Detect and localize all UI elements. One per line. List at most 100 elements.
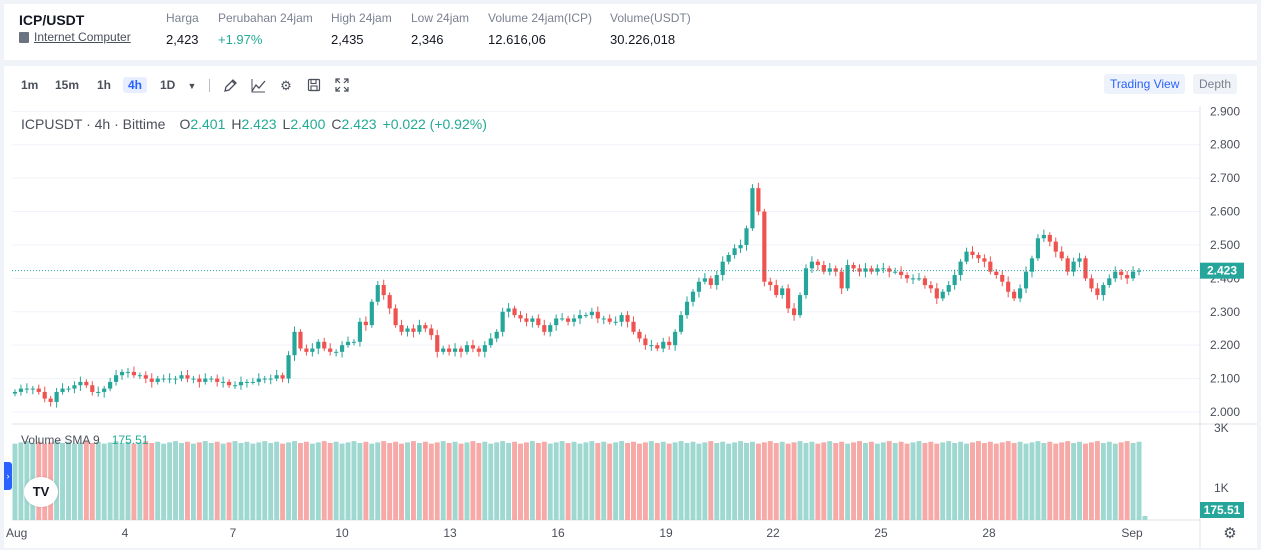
candle-body xyxy=(1101,285,1106,296)
volume-bar xyxy=(297,443,303,520)
draw-icon[interactable] xyxy=(222,78,238,94)
legend-open-label: O xyxy=(179,116,191,132)
volume-bar xyxy=(268,443,274,520)
candle-body xyxy=(548,325,553,332)
price-axis: 2.9002.8002.7002.6002.5002.4002.3002.200… xyxy=(1210,104,1240,419)
candle-body xyxy=(292,331,297,356)
timeframe-1d[interactable]: 1D xyxy=(160,78,176,92)
volume-bar xyxy=(1106,441,1112,520)
volume-bar xyxy=(803,443,809,520)
volume-bar xyxy=(1077,441,1083,520)
timeframe-15m[interactable]: 15m xyxy=(55,78,80,92)
candle-body xyxy=(1083,258,1088,279)
candle-body xyxy=(577,315,583,319)
save-icon[interactable] xyxy=(306,78,322,94)
volume-bar xyxy=(619,441,625,520)
candle-body xyxy=(232,385,238,387)
volume-bar xyxy=(714,443,720,520)
candle-body xyxy=(1113,271,1118,279)
volume-bar xyxy=(672,442,678,520)
volume-bar xyxy=(446,443,452,520)
candle-body xyxy=(78,381,83,386)
volume-bar xyxy=(809,441,815,520)
volume-bar xyxy=(1023,443,1029,520)
volume-bar xyxy=(131,443,137,520)
candle-body xyxy=(940,291,945,299)
candle-body xyxy=(1041,234,1046,239)
volume-bar xyxy=(999,442,1005,520)
time-tick-label: 7 xyxy=(230,526,237,540)
candle-body xyxy=(1047,234,1052,242)
stat-value: 2,346 xyxy=(411,32,444,47)
candle-body xyxy=(42,391,47,399)
candle-body xyxy=(1119,271,1124,276)
candle-body xyxy=(607,318,612,322)
volume-bar xyxy=(738,441,744,520)
candle-body xyxy=(322,341,327,349)
ticker-header: ICP/USDT Internet Computer Harga 2,423 P… xyxy=(4,4,1257,60)
volume-bar xyxy=(1011,443,1017,520)
time-tick-label: 16 xyxy=(551,526,565,540)
candle-body xyxy=(435,335,440,352)
indicator-icon[interactable] xyxy=(250,78,266,94)
last-volume-tag xyxy=(1200,502,1244,518)
volume-bar xyxy=(113,441,119,520)
volume-bar xyxy=(494,442,500,520)
candle-body xyxy=(768,281,773,286)
coin-name-link[interactable]: Internet Computer xyxy=(34,30,131,44)
volume-bar xyxy=(761,442,767,520)
candle-body xyxy=(18,388,24,392)
candle-body xyxy=(429,328,434,336)
volume-bar xyxy=(286,442,292,520)
trading-view-button[interactable]: Trading View xyxy=(1104,74,1186,94)
volume-bar xyxy=(934,443,940,520)
legend-open-value: 2.401 xyxy=(190,116,226,132)
fullscreen-icon[interactable] xyxy=(334,78,350,94)
candle-body xyxy=(108,381,113,389)
candle-body xyxy=(904,275,910,279)
tradingview-logo-icon[interactable]: TV xyxy=(24,477,58,507)
candle-body xyxy=(84,381,89,386)
gear-icon[interactable]: ⚙ xyxy=(280,78,292,93)
candle-body xyxy=(381,285,386,296)
volume-bar xyxy=(482,441,488,520)
chevron-right-icon[interactable]: › xyxy=(4,462,12,490)
volume-bar xyxy=(256,442,262,520)
gear-icon[interactable]: ⚙ xyxy=(1223,525,1237,542)
candle-body xyxy=(673,331,678,346)
volume-bar xyxy=(613,442,619,520)
volume-bar xyxy=(601,441,607,520)
candle-body xyxy=(238,381,244,386)
candle-body xyxy=(244,381,250,383)
candle-body xyxy=(411,328,416,332)
timeframe-1m[interactable]: 1m xyxy=(21,78,39,92)
candle-body xyxy=(113,375,119,382)
candle-body xyxy=(500,311,505,332)
candle-body xyxy=(869,268,874,272)
price-tick-label: 2.500 xyxy=(1210,238,1240,252)
candle-body xyxy=(720,261,725,276)
candle-body xyxy=(1059,251,1064,259)
depth-button[interactable]: Depth xyxy=(1193,74,1238,94)
candle-body xyxy=(161,378,166,380)
stat-high-24h: High 24jam 2,435 xyxy=(331,11,392,47)
time-tick-label: 13 xyxy=(443,526,457,540)
timeframe-4h[interactable]: 4h xyxy=(123,77,148,93)
chevron-down-icon[interactable]: ▼ xyxy=(187,81,197,91)
stat-low-24h: Low 24jam 2,346 xyxy=(411,11,469,47)
candle-body xyxy=(1089,278,1094,289)
candle-body xyxy=(916,278,922,280)
candle-body xyxy=(298,331,303,349)
volume-bar xyxy=(916,441,922,520)
candle-body xyxy=(12,391,18,394)
volume-bar xyxy=(1017,441,1023,520)
candle-body xyxy=(988,261,993,272)
price-chart[interactable]: 2.900 2.800 2.700 2.600 2.500 2.400 2.300 2.200… xyxy=(4,66,1257,548)
candle-body xyxy=(1006,281,1011,292)
timeframe-1h[interactable]: 1h xyxy=(97,78,112,92)
stat-label: Volume(USDT) xyxy=(610,11,691,25)
volume-bar xyxy=(845,443,851,520)
candle-body xyxy=(910,278,916,280)
volume-bar xyxy=(785,443,791,520)
